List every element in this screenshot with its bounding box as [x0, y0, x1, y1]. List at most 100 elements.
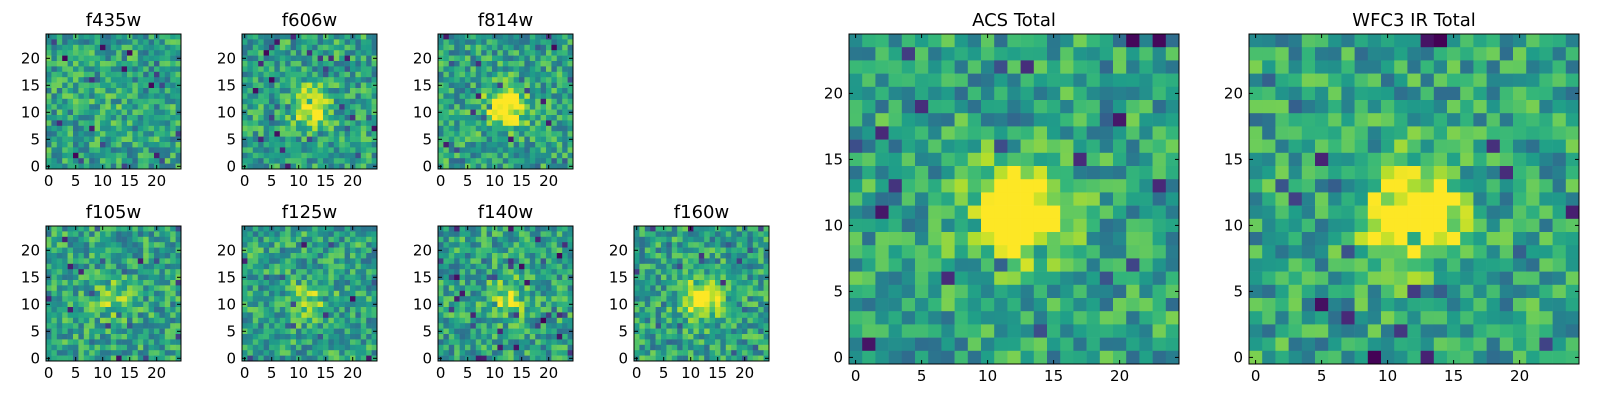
heatmap-cell — [535, 242, 541, 248]
heatmap-cell — [763, 323, 770, 329]
heatmap-cell — [323, 296, 329, 302]
heatmap-cell — [148, 226, 155, 232]
heatmap-cell — [941, 166, 955, 180]
heatmap-cell — [720, 328, 727, 335]
heatmap-cell — [137, 152, 144, 159]
heatmap-cell — [110, 152, 117, 159]
heatmap-cell — [323, 88, 329, 94]
heatmap-cell — [524, 61, 531, 67]
heatmap-cell — [269, 280, 275, 286]
heatmap-cell — [83, 242, 90, 248]
heatmap-cell — [644, 274, 651, 281]
heatmap-cell — [486, 66, 493, 73]
heatmap-cell — [159, 152, 166, 159]
heatmap-cell — [132, 323, 139, 329]
heatmap-cell — [529, 226, 536, 232]
heatmap-cell — [366, 115, 372, 121]
heatmap-cell — [465, 93, 471, 100]
heatmap-cell — [655, 317, 662, 324]
heatmap-cell — [247, 323, 254, 329]
heatmap-cell — [73, 44, 79, 51]
heatmap-cell — [89, 290, 95, 297]
heatmap-cell — [1073, 113, 1087, 127]
heatmap-cell — [502, 269, 509, 275]
heatmap-cell — [366, 226, 372, 232]
heatmap-cell — [290, 44, 297, 51]
heatmap-cell — [698, 323, 705, 329]
heatmap-cell — [371, 290, 378, 297]
heatmap-cell — [454, 280, 460, 286]
heatmap-cell — [448, 236, 455, 243]
heatmap-cell — [312, 88, 318, 94]
heatmap-cell — [551, 285, 558, 292]
heatmap-cell — [736, 231, 743, 238]
heatmap-cell — [551, 158, 558, 164]
heatmap-cell — [529, 355, 536, 362]
heatmap-cell — [83, 131, 90, 137]
heatmap-cell — [73, 350, 79, 356]
heatmap-cell — [709, 242, 716, 248]
heatmap-cell — [73, 136, 79, 143]
x-tick-label: 15 — [512, 172, 531, 190]
heatmap-cell — [481, 226, 487, 232]
heatmap-cell — [290, 334, 297, 340]
heatmap-cell — [285, 307, 291, 313]
heatmap-cell — [634, 280, 640, 286]
heatmap-cell — [1165, 205, 1180, 220]
heatmap-cell — [497, 115, 504, 121]
heatmap-cell — [127, 131, 133, 137]
heatmap-cell — [1060, 34, 1074, 48]
heatmap-cell — [1007, 73, 1021, 88]
heatmap-cell — [175, 158, 182, 164]
heatmap-cell — [258, 50, 264, 56]
heatmap-cell — [454, 242, 460, 248]
heatmap-cell — [279, 39, 286, 46]
heatmap-cell — [366, 152, 372, 159]
heatmap-cell — [83, 98, 90, 105]
heatmap-cell — [470, 290, 477, 297]
heatmap-cell — [121, 115, 128, 121]
heatmap-cell — [725, 339, 732, 346]
heatmap-cell — [546, 323, 552, 329]
heatmap-cell — [634, 312, 640, 319]
heatmap-cell — [100, 98, 106, 105]
heatmap-cell — [56, 226, 63, 232]
heatmap-cell — [170, 50, 176, 56]
heatmap-cell — [1126, 179, 1140, 193]
heatmap-cell — [317, 120, 324, 127]
heatmap-cell — [317, 258, 324, 265]
x-tick-label: 10 — [289, 364, 308, 382]
heatmap-cell — [258, 290, 264, 297]
heatmap-cell — [524, 125, 531, 132]
x-tick-label: 5 — [267, 364, 277, 382]
heatmap-cell — [100, 301, 106, 308]
heatmap-cell — [73, 317, 79, 324]
heatmap-cell — [747, 339, 754, 346]
heatmap-cell — [763, 317, 770, 324]
heatmap-cell — [263, 98, 270, 105]
heatmap-cell — [306, 88, 313, 94]
heatmap-cell — [274, 71, 281, 78]
heatmap-cell — [1139, 179, 1153, 193]
heatmap-cell — [725, 263, 732, 270]
heatmap-cell — [470, 120, 477, 127]
heatmap-cell — [465, 317, 471, 324]
heatmap-cell — [448, 350, 455, 356]
heatmap-cell — [438, 242, 444, 248]
heatmap-cell — [137, 115, 144, 121]
heatmap-cell — [443, 226, 450, 232]
heatmap-cell — [513, 131, 520, 137]
heatmap-cell — [67, 55, 74, 62]
heatmap-cell — [83, 247, 90, 254]
heatmap-cell — [492, 77, 498, 83]
heatmap-cell — [285, 317, 291, 324]
heatmap-cell — [540, 39, 547, 46]
heatmap-cell — [137, 323, 144, 329]
heatmap-cell — [274, 312, 281, 319]
heatmap-cell — [258, 93, 264, 100]
heatmap-cell — [78, 77, 85, 83]
heatmap-cell — [312, 339, 318, 346]
heatmap-cell — [928, 34, 942, 48]
heatmap-cell — [540, 109, 547, 116]
heatmap-cell — [263, 125, 270, 132]
